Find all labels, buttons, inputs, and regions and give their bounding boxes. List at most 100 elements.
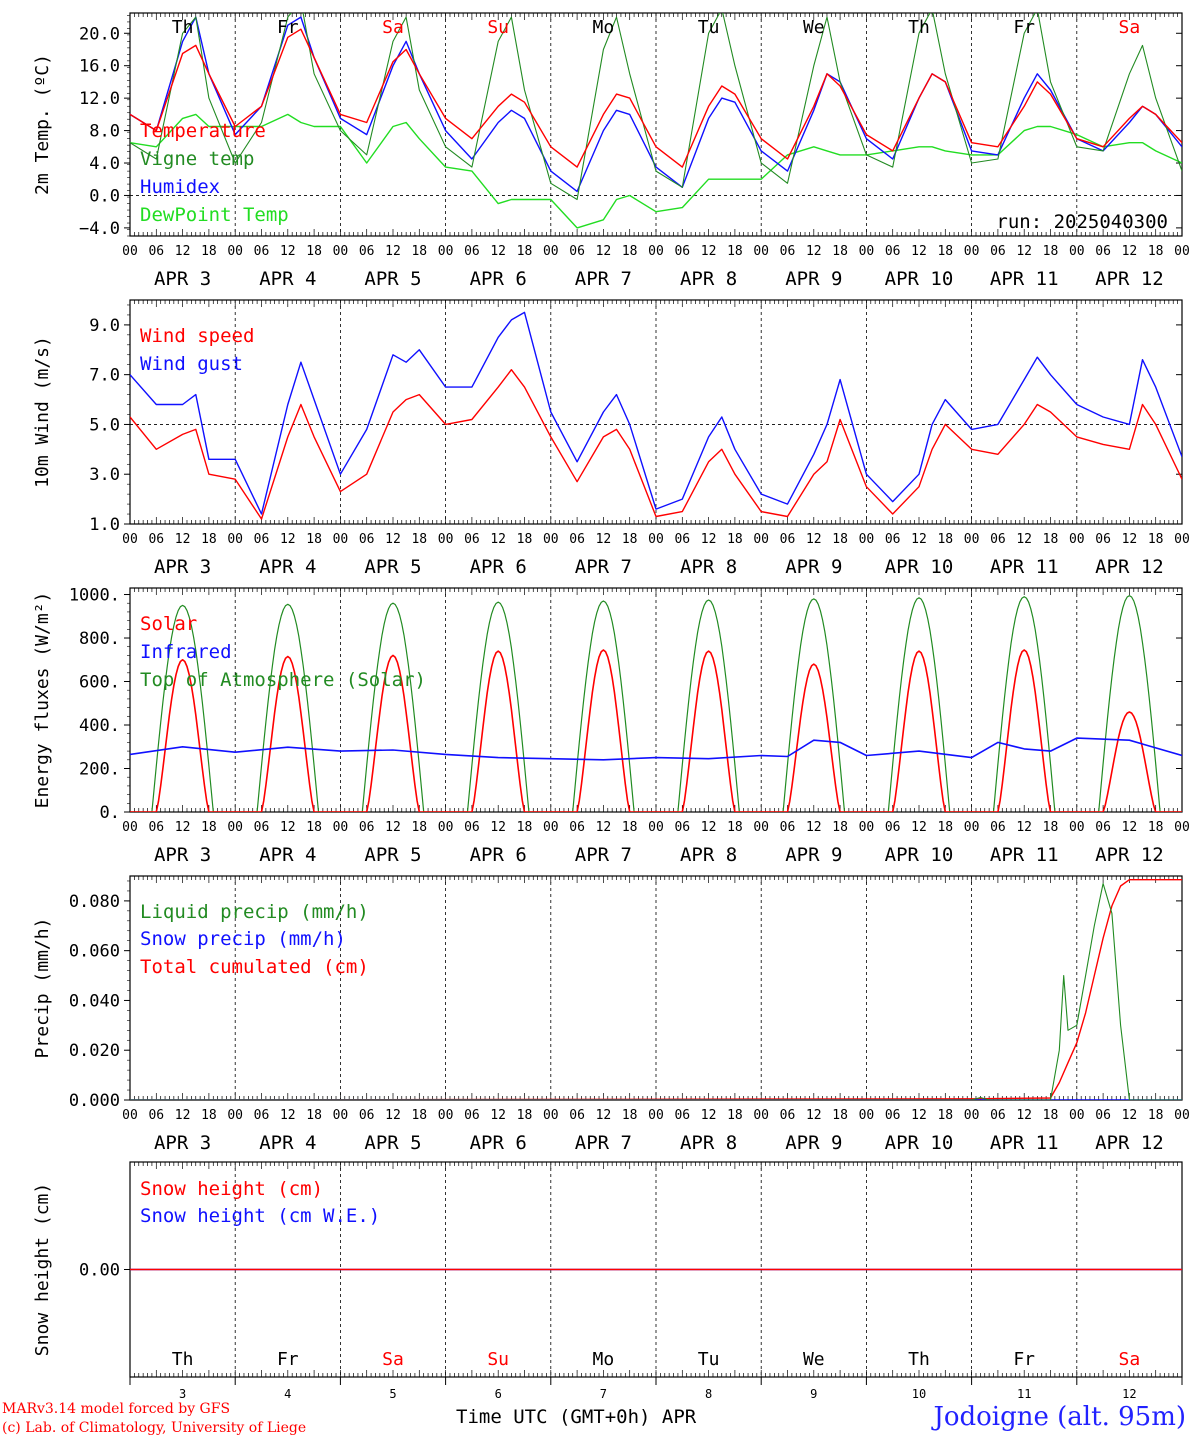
hour-label: 00	[753, 244, 769, 259]
date-label: APR 5	[364, 844, 421, 866]
hour-label: 00	[543, 820, 559, 835]
date-label: APR 10	[885, 268, 954, 290]
weekday-label: Fr	[1013, 1349, 1035, 1370]
weekday-label: Fr	[1013, 17, 1035, 38]
hour-label: 06	[148, 820, 164, 835]
plot-frame	[129, 299, 1183, 525]
y-tick-label: 9.0	[89, 316, 120, 336]
hour-label: 12	[1016, 244, 1032, 259]
hour-label: 06	[885, 532, 901, 547]
hour-label: 12	[1016, 532, 1032, 547]
hour-label: 00	[964, 1108, 980, 1123]
y-tick-label: 8.0	[89, 122, 120, 142]
weekday-label: Th	[172, 1349, 194, 1370]
hour-label: 12	[385, 244, 401, 259]
hour-label: 00	[438, 532, 454, 547]
date-label: APR 3	[154, 844, 211, 866]
y-tick-label: 0.060	[69, 942, 120, 962]
hour-label: 18	[1043, 244, 1059, 259]
hour-label: 06	[990, 1108, 1006, 1123]
temperature-line	[130, 28, 1182, 168]
hour-label: 00	[648, 532, 664, 547]
hour-label: 00	[964, 532, 980, 547]
y-tick-label: 7.0	[89, 366, 120, 386]
hour-label: 00	[543, 532, 559, 547]
y-tick-label: 3.0	[89, 465, 120, 485]
legend-entry: Snow height (cm)	[140, 1178, 323, 1200]
hour-label: 18	[306, 244, 322, 259]
y-tick-label: 5.0	[89, 415, 120, 435]
hour-label: 06	[569, 820, 585, 835]
infrared-line	[130, 737, 1182, 761]
hour-label: 12	[1122, 1108, 1138, 1123]
date-label: APR 6	[470, 1132, 527, 1154]
hour-label: 06	[254, 820, 270, 835]
hour-label: 12	[385, 820, 401, 835]
hour-label: 00	[333, 244, 349, 259]
date-label: APR 4	[259, 1132, 316, 1154]
hour-label: 12	[806, 244, 822, 259]
hour-label: 00	[1069, 244, 1085, 259]
hour-label: 12	[1016, 1108, 1032, 1123]
hour-label: 18	[622, 1108, 638, 1123]
hour-label: 06	[359, 532, 375, 547]
hour-label: 06	[148, 532, 164, 547]
hour-label: 12	[490, 1108, 506, 1123]
y-tick-label: 400.	[79, 716, 120, 736]
hour-label: 18	[622, 820, 638, 835]
hour-label: 06	[990, 532, 1006, 547]
hour-label: 00	[859, 1108, 875, 1123]
hour-label: 06	[254, 532, 270, 547]
legend-entry: Wind gust	[140, 353, 243, 375]
day-number: 4	[284, 1387, 291, 1401]
hour-label: 18	[937, 820, 953, 835]
y-tick-label: 12.0	[79, 89, 120, 109]
legend-entry: Snow height (cm W.E.)	[140, 1205, 380, 1227]
date-label: APR 6	[470, 844, 527, 866]
hour-label: 00	[438, 244, 454, 259]
y-tick-label: 800.	[79, 629, 120, 649]
date-label: APR 10	[885, 844, 954, 866]
y-tick-label: 0.00	[79, 1261, 120, 1281]
lab-credit: (c) Lab. of Climatology, University of L…	[2, 1420, 307, 1436]
hour-label: 00	[648, 820, 664, 835]
date-label: APR 9	[785, 844, 842, 866]
hour-label: 00	[122, 820, 138, 835]
hour-label: 06	[359, 244, 375, 259]
hour-label: 18	[411, 820, 427, 835]
y-tick-label: 0.080	[69, 892, 120, 912]
hour-label: 00	[1174, 1108, 1190, 1123]
y-tick-label: 0.020	[69, 1041, 120, 1061]
hour-label: 12	[806, 820, 822, 835]
hour-label: 18	[411, 244, 427, 259]
y-tick-label: −4.0	[79, 219, 120, 239]
hour-label: 06	[780, 532, 796, 547]
y-axis-label: Precip (mm/h)	[32, 918, 53, 1059]
panel-3: 0. 200. 400. 600. 800. 1000. Energy fluxes (W/…	[32, 586, 1190, 866]
weekday-label: Mo	[593, 1349, 615, 1370]
hour-label: 00	[122, 1108, 138, 1123]
hour-label: 00	[438, 820, 454, 835]
legend-entry: Vigne temp	[140, 148, 254, 170]
hour-label: 12	[596, 532, 612, 547]
hour-label: 00	[227, 532, 243, 547]
day-number: 12	[1122, 1387, 1136, 1401]
hour-label: 12	[175, 820, 191, 835]
hour-label: 00	[438, 1108, 454, 1123]
date-label: APR 3	[154, 268, 211, 290]
hour-label: 18	[517, 820, 533, 835]
legend-entry: Humidex	[140, 176, 220, 198]
hour-label: 12	[1016, 820, 1032, 835]
hour-label: 00	[1069, 820, 1085, 835]
hour-label: 12	[701, 532, 717, 547]
date-label: APR 5	[364, 1132, 421, 1154]
legend-entry: Total cumulated (cm)	[140, 956, 369, 978]
y-axis-label: 10m Wind (m/s)	[32, 336, 53, 488]
hour-label: 00	[648, 244, 664, 259]
hour-label: 06	[464, 1108, 480, 1123]
hour-label: 06	[464, 244, 480, 259]
date-label: APR 12	[1095, 268, 1164, 290]
y-tick-label: 200.	[79, 760, 120, 780]
date-label: APR 5	[364, 556, 421, 578]
